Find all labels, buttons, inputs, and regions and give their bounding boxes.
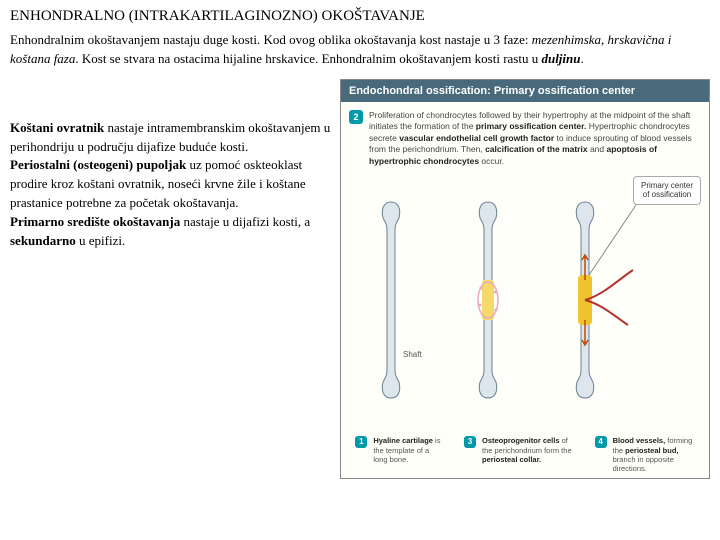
cap3-a: Osteoprogenitor cells <box>482 436 560 445</box>
blood-vessel <box>585 270 633 325</box>
left-text-column: Koštani ovratnik nastaje intramembranski… <box>10 79 340 479</box>
caption-badge-3: 3 <box>464 436 476 448</box>
cell-dot <box>480 286 483 289</box>
caption-badge-1: 1 <box>355 436 367 448</box>
figure-description: 2 Proliferation of chondrocytes followed… <box>341 102 709 173</box>
cap1-a: Hyaline cartilage <box>373 436 433 445</box>
left-t3b: u epifizi. <box>76 233 125 248</box>
caption-row: 1 Hyaline cartilage is the template of a… <box>341 436 709 474</box>
intro-text-e: . <box>581 51 584 66</box>
desc-b3: calcification of the matrix <box>485 144 588 154</box>
calcified-region <box>482 280 494 320</box>
bone-stage-1 <box>379 200 403 400</box>
shaft-label: Shaft <box>403 350 422 359</box>
intro-paragraph: Enhondralnim okoštavanjem nastaju duge k… <box>0 29 720 79</box>
caption-3: 3 Osteoprogenitor cells of the perichond… <box>464 436 574 474</box>
diagram-area: Shaft <box>341 170 711 420</box>
caption-badge-4: 4 <box>595 436 607 448</box>
left-t3a: nastaje u dijafizi kosti, a <box>180 214 310 229</box>
caption-4: 4 Blood vessels, forming the periosteal … <box>595 436 695 474</box>
cap4-d: branch in opposite directions. <box>613 455 674 473</box>
cap4-a: Blood vessels, <box>613 436 666 445</box>
desc-e: occur. <box>479 156 504 166</box>
bone-stage-2 <box>476 200 500 400</box>
step-badge-2: 2 <box>349 110 363 124</box>
caption-1: 1 Hyaline cartilage is the template of a… <box>355 436 443 474</box>
intro-text-c: . Kost se stvara na ostacima hijaline hr… <box>75 51 541 66</box>
term-primarno-srediste: Primarno središte okoštavanja <box>10 214 180 229</box>
desc-b2: vascular endothelial cell growth factor <box>399 133 554 143</box>
desc-d: and <box>588 144 607 154</box>
desc-b1: primary ossification center. <box>476 121 587 131</box>
page-title: ENHONDRALNO (INTRAKARTILAGINOZNO) OKOŠTA… <box>0 0 720 29</box>
intro-duljinu: duljinu <box>541 51 580 66</box>
cell-dot <box>495 308 498 311</box>
intro-text-a: Enhondralnim okoštavanjem nastaju duge k… <box>10 32 532 47</box>
figure-banner: Endochondral ossification: Primary ossif… <box>341 80 709 102</box>
term-sekundarno: sekundarno <box>10 233 76 248</box>
cell-dot <box>494 290 497 293</box>
figure-panel: Endochondral ossification: Primary ossif… <box>340 79 710 479</box>
callout-leader <box>586 210 666 270</box>
term-kostani-ovratnik: Koštani ovratnik <box>10 120 104 135</box>
cap3-c: periosteal collar. <box>482 455 541 464</box>
term-periostalni-pupoljak: Periostalni (osteogeni) pupoljak <box>10 157 186 172</box>
cap4-c: periosteal bud, <box>625 446 678 455</box>
cell-dot <box>479 303 482 306</box>
bone-outline <box>382 202 399 398</box>
